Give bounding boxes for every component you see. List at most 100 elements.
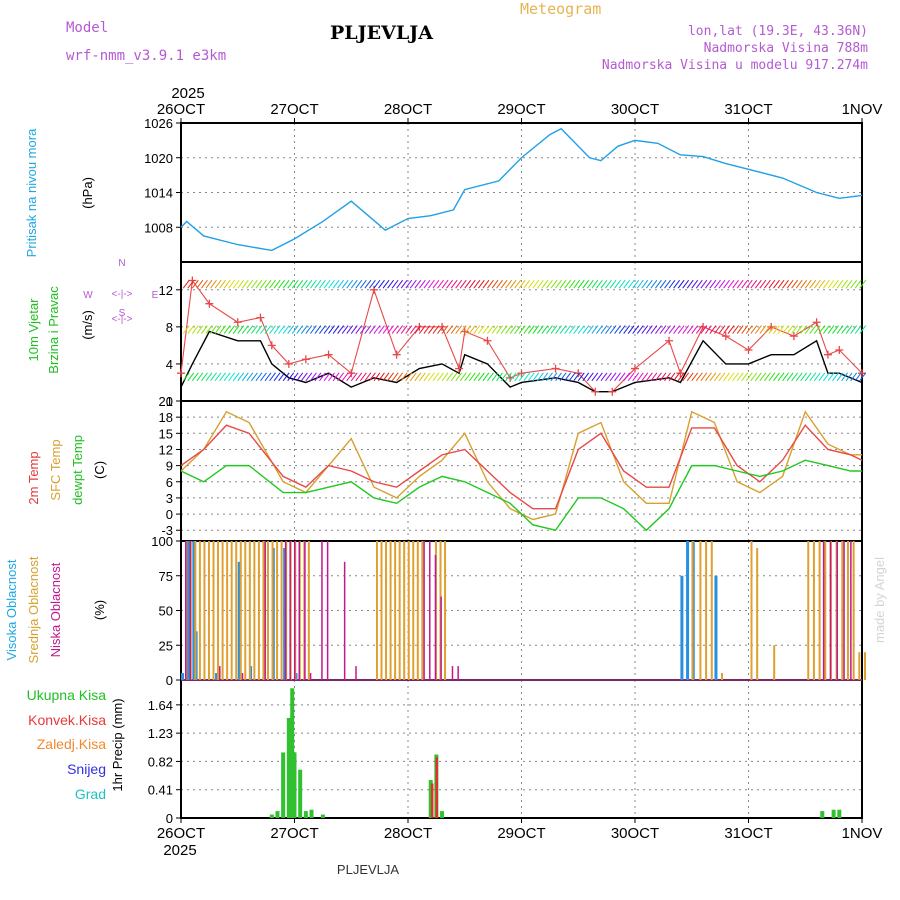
- wind-barb: [450, 325, 458, 334]
- gust-marker: [721, 332, 730, 341]
- wind-barb: [650, 279, 658, 289]
- wind-barb: [518, 325, 526, 334]
- cloud-bar-niska: [850, 541, 852, 680]
- wind-barb: [214, 372, 222, 382]
- wind-barb: [505, 325, 513, 334]
- wind-barb: [850, 325, 858, 334]
- wind-barb: [359, 372, 367, 382]
- wind-barb: [260, 279, 267, 289]
- wind-barb: [191, 279, 199, 289]
- wind-barb: [536, 325, 544, 334]
- wind-barb: [250, 325, 258, 334]
- wind-barb: [450, 372, 458, 382]
- wind-barb: [732, 325, 740, 334]
- wind-barb: [750, 279, 758, 289]
- wind-barb: [732, 372, 740, 382]
- gust-marker: [284, 359, 293, 368]
- wind-barb: [673, 372, 680, 382]
- pressure-ylabel: Pritisak na nivou mora: [24, 128, 39, 257]
- wind-barb: [446, 372, 453, 382]
- watermark: made by Angel: [872, 557, 887, 643]
- wind-barb: [364, 325, 372, 334]
- wind-barb: [201, 325, 208, 334]
- wind-barb: [337, 325, 345, 334]
- temp-ylabel-2m: 2m Temp: [26, 451, 41, 504]
- wind-barb: [618, 372, 626, 382]
- wind-barb: [287, 325, 295, 334]
- gust-marker: [823, 350, 832, 359]
- wind-barb: [546, 325, 553, 334]
- wind-barb: [659, 372, 667, 382]
- wind-barb: [341, 372, 349, 382]
- cloud-bar-srednja: [203, 541, 206, 680]
- wind-barb: [582, 372, 590, 382]
- wind-barb: [854, 372, 862, 382]
- wind-barb: [686, 372, 694, 382]
- wind-barb: [350, 325, 358, 334]
- wind-barb: [396, 279, 404, 289]
- wind-barb: [250, 279, 258, 289]
- wind-barb: [332, 279, 340, 289]
- cloud-bar-srednja: [852, 541, 855, 680]
- cloud-bar-srednja: [266, 541, 269, 680]
- wind-barb: [677, 279, 685, 289]
- cloud-bar-srednja: [239, 541, 242, 680]
- wind-barb: [632, 279, 640, 289]
- wind-barb: [491, 372, 499, 382]
- wind-barb: [446, 325, 453, 334]
- wind-barb: [645, 325, 653, 334]
- precip-legend-item: Zaledj.Kisa: [37, 736, 106, 752]
- cloud-bar-niska: [219, 666, 221, 680]
- wind-barb: [523, 372, 531, 382]
- wind-barb: [355, 372, 363, 382]
- cloud-bar-srednja: [280, 541, 283, 680]
- wind-barb: [627, 279, 635, 289]
- wind-barb: [655, 279, 662, 289]
- wind-barb: [278, 325, 286, 334]
- wind-barb: [296, 279, 304, 289]
- wind-barb: [477, 325, 485, 334]
- wind-barb: [714, 325, 721, 334]
- wind-barb: [382, 372, 390, 382]
- wind-barb: [296, 372, 304, 382]
- wind-barb: [455, 325, 463, 334]
- wind-barb: [300, 279, 308, 289]
- clouds-ytick-label: 25: [159, 638, 173, 653]
- wind-barb: [409, 279, 417, 289]
- wind-barb: [264, 372, 272, 382]
- wind-barb: [378, 372, 385, 382]
- wind-barb: [391, 372, 399, 382]
- wind-barb: [777, 372, 785, 382]
- wind-barb: [655, 372, 662, 382]
- wind-barb: [664, 279, 671, 289]
- wind-barb: [319, 279, 326, 289]
- wind-barb: [269, 279, 276, 289]
- wind-barb: [264, 279, 272, 289]
- top-time-label: 31OCT: [724, 101, 772, 118]
- wind-barb: [686, 325, 694, 334]
- cloud-bar-niska: [829, 541, 832, 680]
- wind-barb: [832, 325, 839, 334]
- wind-barb: [205, 325, 213, 334]
- wind-barb: [428, 372, 435, 382]
- temperature-ytick-label: -3: [161, 523, 173, 538]
- wind-barb: [763, 372, 771, 382]
- temperature-ytick-label: 21: [159, 394, 173, 409]
- wind-barb: [196, 279, 204, 289]
- wind-barb: [328, 372, 335, 382]
- wind-barb: [210, 325, 217, 334]
- temperature-ytick-label: 18: [159, 410, 173, 425]
- wind-barb: [405, 372, 413, 382]
- wind-barb: [255, 325, 263, 334]
- wind-barb: [523, 325, 531, 334]
- temperature-ytick-label: 3: [166, 491, 173, 506]
- wind-barb: [664, 372, 671, 382]
- wind-barb: [609, 372, 617, 382]
- wind-barb: [786, 372, 794, 382]
- wind-barb: [459, 372, 467, 382]
- gust-marker: [858, 369, 866, 378]
- wind-barb: [482, 325, 490, 334]
- footer-station: PLJEVLJA: [337, 862, 399, 877]
- wind-barb: [514, 279, 522, 289]
- wind-barb: [237, 325, 245, 334]
